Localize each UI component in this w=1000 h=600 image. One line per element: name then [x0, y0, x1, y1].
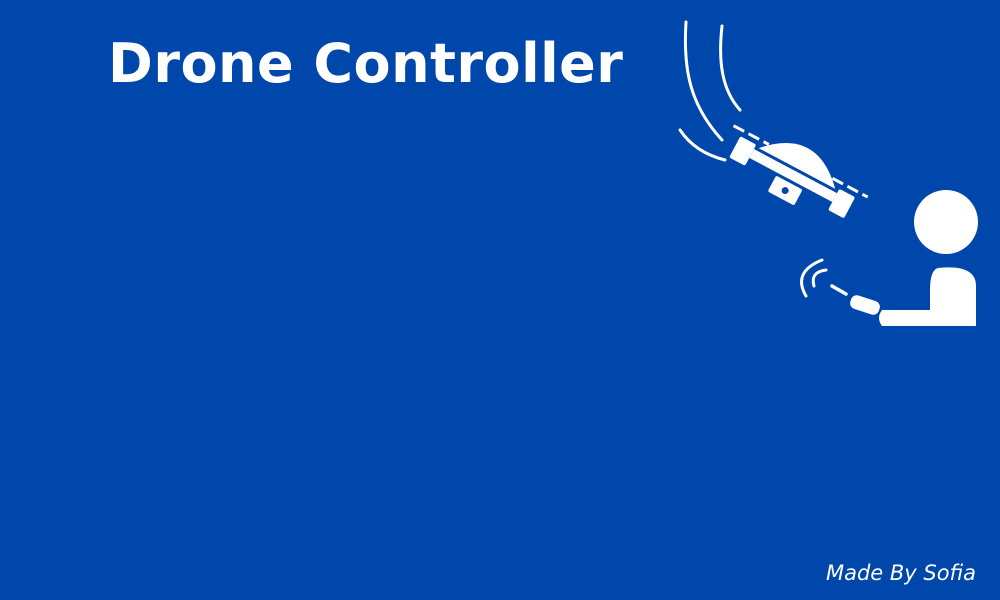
motion-lines-icon [678, 20, 742, 162]
remote-controller-icon [830, 284, 880, 315]
person-icon [879, 190, 978, 326]
drone-pilot-illustration [678, 20, 978, 326]
page-title: Drone Controller [108, 32, 624, 95]
author-credit: Made By Sofia [825, 561, 976, 585]
drone-icon [729, 124, 869, 218]
wifi-signal-icon [800, 258, 828, 298]
